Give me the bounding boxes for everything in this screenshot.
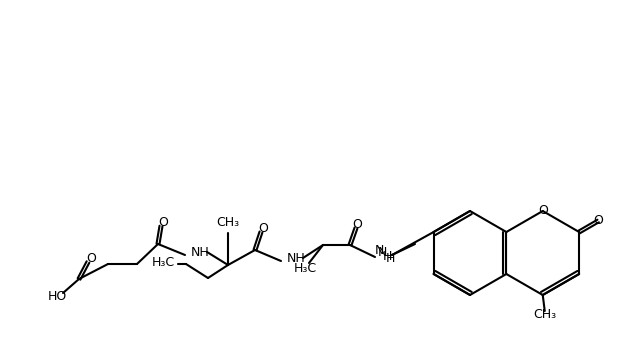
Text: H: H [383,250,392,262]
Text: NH: NH [191,246,210,258]
Text: CH₃: CH₃ [533,308,556,322]
Text: O: O [258,223,268,235]
Text: O: O [352,218,362,230]
Text: H₃C: H₃C [293,262,317,274]
Text: O: O [158,215,168,229]
Text: H₃C: H₃C [152,257,175,269]
Text: H: H [386,251,396,264]
Text: HO: HO [48,290,67,304]
Text: N: N [378,246,387,258]
Text: O: O [86,251,96,264]
Text: CH₃: CH₃ [216,215,239,229]
Text: N: N [375,244,385,257]
Text: NH: NH [287,251,306,264]
Text: O: O [593,214,603,228]
Text: O: O [538,204,548,218]
